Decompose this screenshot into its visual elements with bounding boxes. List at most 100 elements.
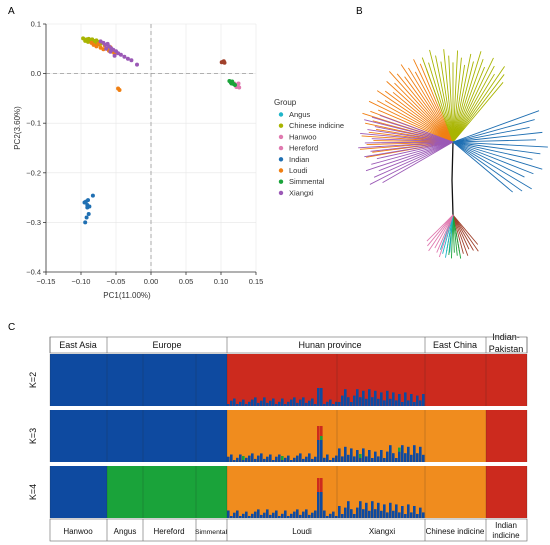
ancestry-block bbox=[107, 354, 227, 406]
breed-label: Indian bbox=[495, 521, 517, 530]
admixture-bar bbox=[419, 507, 422, 518]
admixture-bar bbox=[251, 453, 254, 462]
admixture-bar bbox=[299, 514, 302, 518]
admixture-bar bbox=[350, 448, 353, 462]
admixture-bar bbox=[371, 501, 374, 518]
admixture-bar bbox=[251, 513, 254, 518]
admixture-bar bbox=[233, 398, 236, 406]
admixture-bar bbox=[374, 390, 377, 406]
tree-branch bbox=[452, 214, 479, 245]
admixture-bar bbox=[368, 450, 371, 462]
tree-branch bbox=[452, 53, 472, 143]
tree-branch bbox=[413, 59, 454, 143]
y-tick-label: −0.1 bbox=[26, 119, 41, 128]
admixture-bar bbox=[242, 399, 245, 406]
ancestry-block bbox=[486, 354, 527, 406]
admixture-bar bbox=[386, 390, 389, 406]
admixture-bar bbox=[374, 509, 377, 518]
admixture-bar bbox=[248, 401, 251, 406]
admixture-bar bbox=[389, 445, 392, 462]
data-point bbox=[118, 52, 123, 57]
data-point bbox=[129, 58, 134, 63]
tree-branch bbox=[452, 141, 523, 192]
admixture-bar bbox=[275, 404, 278, 406]
x-tick-label: −0.05 bbox=[107, 277, 126, 286]
row-separator bbox=[50, 462, 527, 466]
legend-entry: Loudi bbox=[289, 166, 308, 175]
tree-branch bbox=[408, 67, 454, 143]
ancestry-block bbox=[425, 354, 486, 406]
admixture-bar bbox=[281, 513, 284, 518]
admixture-bar bbox=[335, 401, 338, 406]
admixture-bar bbox=[269, 400, 272, 406]
admixture-bar bbox=[401, 402, 404, 406]
admixture-bar bbox=[227, 510, 230, 518]
ancestry-block bbox=[50, 354, 107, 406]
admixture-bar bbox=[395, 458, 398, 462]
admixture-bar bbox=[362, 448, 365, 462]
tree-branch bbox=[368, 100, 454, 143]
tree-branch bbox=[429, 49, 454, 143]
admixture-bar bbox=[416, 395, 419, 406]
ancestry-block bbox=[107, 410, 227, 462]
admixture-bar bbox=[281, 460, 284, 462]
tree-branch bbox=[400, 64, 454, 143]
admixture-bar bbox=[386, 512, 389, 518]
region-label: East Asia bbox=[59, 340, 97, 350]
admixture-bar bbox=[275, 510, 278, 518]
admixture-bar bbox=[239, 401, 242, 406]
admixture-bar bbox=[389, 502, 392, 518]
admixture-bar bbox=[344, 389, 347, 406]
tree-branch bbox=[364, 141, 454, 158]
tree-branch bbox=[371, 141, 454, 165]
admixture-bar bbox=[254, 458, 257, 462]
admixture-bar bbox=[314, 404, 317, 406]
tree-branch bbox=[379, 114, 454, 143]
admixture-bar bbox=[416, 514, 419, 518]
admixture-bar bbox=[341, 514, 344, 518]
admixture-bar bbox=[371, 397, 374, 406]
data-point bbox=[233, 83, 237, 88]
admixture-bar bbox=[281, 456, 284, 460]
admixture-bar bbox=[338, 402, 341, 406]
admixture-bar bbox=[266, 456, 269, 462]
admixture-bar bbox=[317, 492, 320, 518]
admixture-bar bbox=[320, 426, 323, 440]
admixture-bar bbox=[416, 453, 419, 462]
admixture-bar bbox=[317, 426, 320, 440]
admixture-bar bbox=[347, 454, 350, 462]
admixture-bar bbox=[305, 509, 308, 518]
admixture-bar bbox=[359, 458, 362, 462]
ancestry-block bbox=[50, 410, 107, 462]
ancestry-block bbox=[425, 466, 486, 518]
y-tick-label: −0.2 bbox=[26, 168, 41, 177]
tree-branch bbox=[452, 51, 482, 143]
tree-branch bbox=[452, 127, 530, 143]
tree-branch bbox=[452, 141, 533, 160]
legend-swatch bbox=[278, 134, 284, 140]
x-tick-label: 0.10 bbox=[214, 277, 229, 286]
tree-branch bbox=[452, 59, 484, 143]
admixture-bar bbox=[365, 398, 368, 406]
admixture-bar bbox=[308, 453, 311, 462]
tree-branch bbox=[396, 73, 454, 143]
tree-branch bbox=[452, 141, 532, 190]
admixture-bar bbox=[350, 402, 353, 406]
pca-legend: Group Angus Chinese indicine Hanwoo Hereford… bbox=[274, 98, 344, 197]
admixture-bar bbox=[281, 398, 284, 406]
admixture-bar bbox=[413, 402, 416, 406]
admixture-bar bbox=[239, 454, 242, 462]
breed-footer-frame bbox=[49, 518, 528, 542]
admixture-bar bbox=[317, 440, 320, 462]
tree-branch bbox=[452, 57, 462, 143]
admixture-bar bbox=[236, 510, 239, 518]
admixture-bar bbox=[407, 446, 410, 462]
x-tick-label: 0.00 bbox=[144, 277, 159, 286]
admixture-bar bbox=[284, 457, 287, 462]
tree-branch bbox=[367, 129, 454, 143]
admixture-bar bbox=[344, 446, 347, 462]
tree-branch bbox=[452, 214, 462, 259]
data-point bbox=[221, 59, 226, 64]
admixture-bar bbox=[302, 397, 305, 406]
admixture-bar bbox=[296, 455, 299, 462]
